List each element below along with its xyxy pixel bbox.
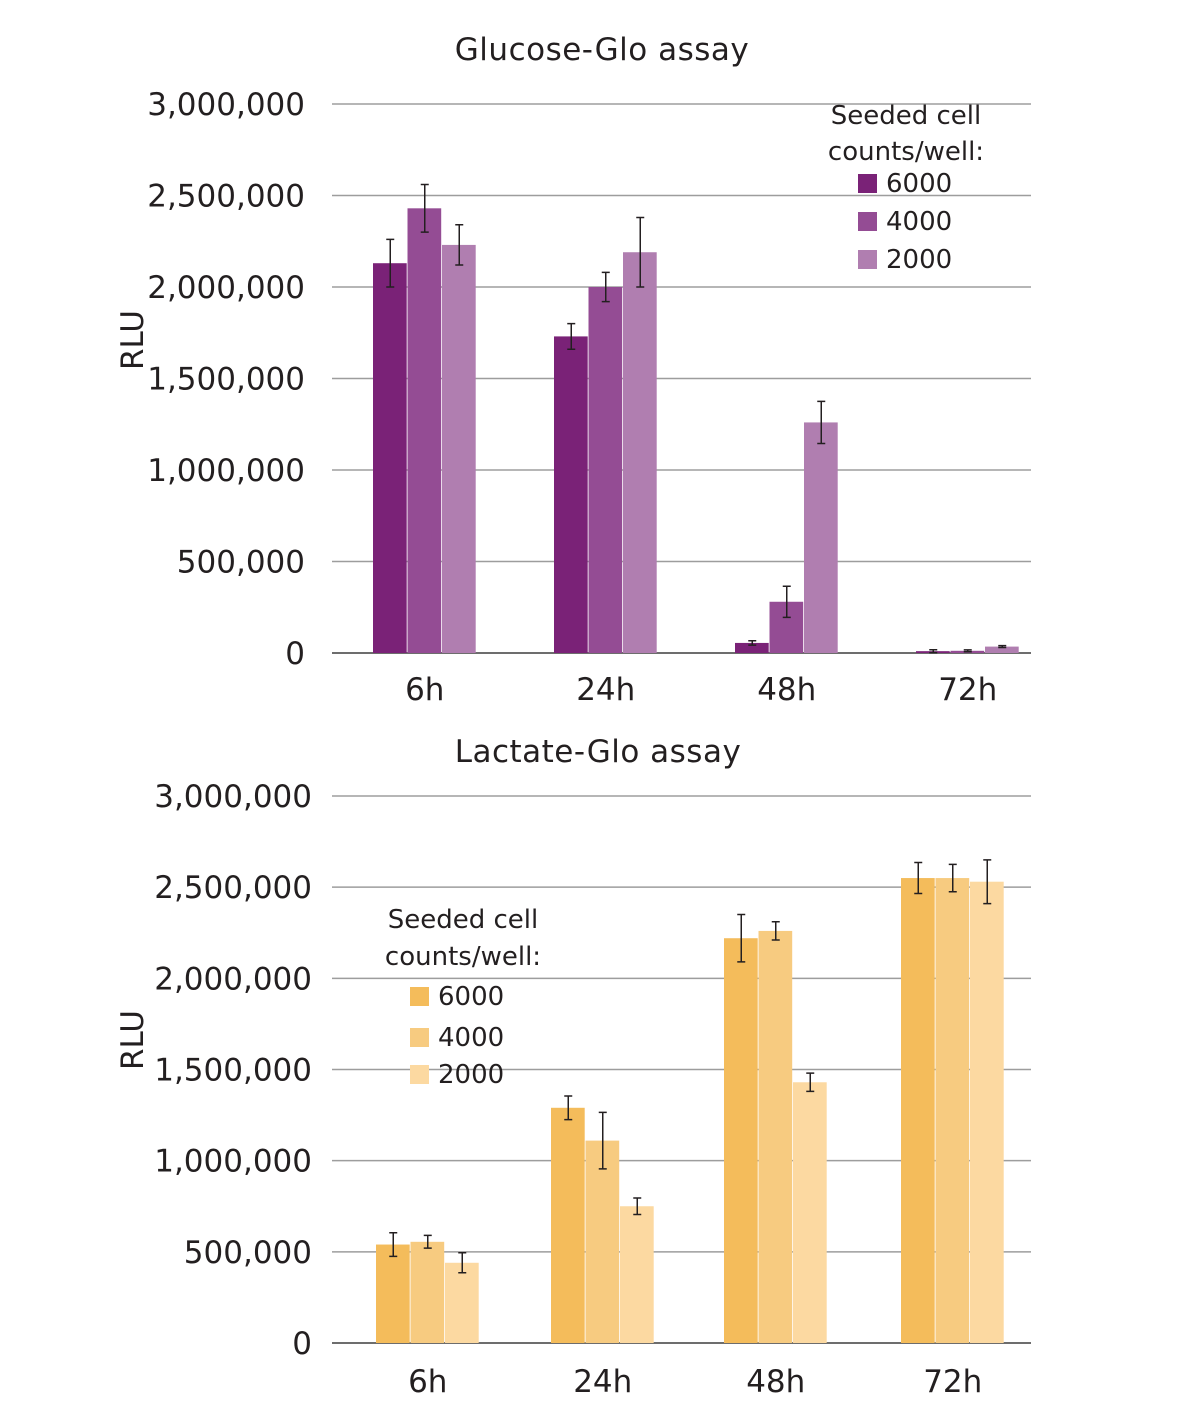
bar: [901, 878, 935, 1343]
bar: [442, 244, 476, 653]
y-axis-label: RLU: [115, 310, 151, 370]
x-tick-label: 48h: [757, 672, 816, 708]
y-tick-label: 2,000,000: [154, 961, 312, 997]
legend-swatch: [858, 212, 877, 231]
error-bar: [423, 1234, 432, 1249]
legend-swatch: [858, 174, 877, 193]
x-tick-label: 48h: [746, 1364, 805, 1400]
y-tick-label: 0: [292, 1326, 312, 1362]
chart-title: Glucose-Glo assay: [455, 32, 749, 68]
y-tick-label: 2,500,000: [154, 870, 312, 906]
y-tick-label: 2,500,000: [147, 179, 305, 215]
y-tick-label: 1,000,000: [154, 1144, 312, 1180]
y-tick-labels: 0 500,000 1,000,000 1,500,000 2,000,000 2,500…: [147, 87, 305, 672]
lactate-chart: Lactate-Glo assay RLU 0 500,000 1,000,000 1…: [115, 734, 1031, 1400]
error-bar: [420, 183, 429, 233]
bar: [793, 1082, 827, 1343]
error-bar: [601, 271, 610, 303]
error-bar: [817, 400, 826, 445]
y-tick-label: 3,000,000: [154, 779, 312, 815]
error-bar: [386, 238, 395, 288]
x-tick-labels: 6h 24h 48h 72h: [408, 1364, 982, 1400]
error-bar: [998, 644, 1007, 649]
error-bar: [458, 1251, 467, 1274]
error-bar: [564, 1095, 573, 1121]
bar: [935, 878, 970, 1343]
bar: [623, 252, 657, 654]
bar: [620, 1206, 654, 1343]
y-tick-label: 1,500,000: [147, 362, 305, 398]
error-bar: [455, 224, 464, 266]
bar: [445, 1262, 479, 1343]
legend-label: 2000: [438, 1060, 504, 1090]
bar: [585, 1140, 620, 1343]
x-tick-label: 72h: [938, 672, 997, 708]
error-bar: [983, 859, 992, 905]
error-bar: [633, 1197, 642, 1216]
error-bar: [948, 863, 957, 893]
bars: [376, 859, 1004, 1343]
bar: [554, 336, 588, 653]
y-tick-label: 1,000,000: [147, 453, 305, 489]
legend-label: 4000: [886, 207, 952, 237]
error-bar: [389, 1231, 398, 1258]
y-tick-label: 2,000,000: [147, 270, 305, 306]
legend-swatch: [410, 1028, 429, 1047]
x-tick-label: 24h: [573, 1364, 632, 1400]
legend-title: Seeded cell: [388, 905, 539, 935]
legend-label: 4000: [438, 1023, 504, 1053]
x-tick-label: 24h: [576, 672, 635, 708]
legend-label: 6000: [886, 169, 952, 199]
legend: Seeded cell counts/well:6000 4000 2000: [828, 101, 984, 275]
legend-title: counts/well:: [385, 942, 541, 972]
x-tick-labels: 6h 24h 48h 72h: [405, 672, 997, 708]
glucose-chart: Glucose-Glo assay RLU 0 500,000 1,000,000 1…: [115, 32, 1031, 708]
error-bar: [929, 648, 938, 654]
error-bar: [748, 639, 757, 646]
bar: [410, 1241, 445, 1343]
bar: [970, 881, 1004, 1343]
error-bar: [914, 861, 923, 895]
legend-label: 2000: [886, 245, 952, 275]
legend: Seeded cell counts/well: 6000 4000 2000: [385, 905, 541, 1090]
bar: [758, 930, 793, 1343]
bar: [551, 1107, 585, 1343]
error-bar: [737, 913, 746, 963]
bar: [724, 938, 758, 1343]
bar: [588, 287, 623, 653]
bar: [373, 263, 407, 653]
legend-label: 6000: [438, 982, 504, 1012]
x-tick-label: 6h: [408, 1364, 447, 1400]
bars: [373, 183, 1019, 654]
y-axis-label: RLU: [115, 1010, 151, 1070]
error-bar: [636, 216, 645, 288]
y-tick-label: 3,000,000: [147, 87, 305, 123]
error-bar: [567, 322, 576, 350]
bar: [407, 208, 442, 653]
error-bar: [771, 921, 780, 941]
error-bar: [963, 649, 972, 653]
y-tick-label: 500,000: [177, 545, 305, 581]
error-bar: [598, 1111, 607, 1170]
legend-title: counts/well:: [828, 137, 984, 167]
y-tick-label: 1,500,000: [154, 1053, 312, 1089]
bar: [985, 646, 1019, 653]
legend-swatch: [410, 1065, 429, 1084]
x-tick-label: 6h: [405, 672, 444, 708]
x-tick-label: 72h: [923, 1364, 982, 1400]
bar: [376, 1244, 410, 1343]
bar: [804, 422, 838, 653]
chart-title: Lactate-Glo assay: [455, 734, 742, 770]
error-bar: [806, 1072, 815, 1093]
legend-swatch: [410, 987, 429, 1006]
legend-title: Seeded cell: [831, 101, 982, 131]
legend-swatch: [858, 250, 877, 269]
y-tick-labels: 0 500,000 1,000,000 1,500,000 2,000,000 2,500…: [154, 779, 312, 1362]
error-bar: [782, 585, 791, 619]
bar: [735, 642, 769, 653]
y-tick-label: 500,000: [184, 1235, 312, 1271]
y-tick-label: 0: [285, 636, 305, 672]
